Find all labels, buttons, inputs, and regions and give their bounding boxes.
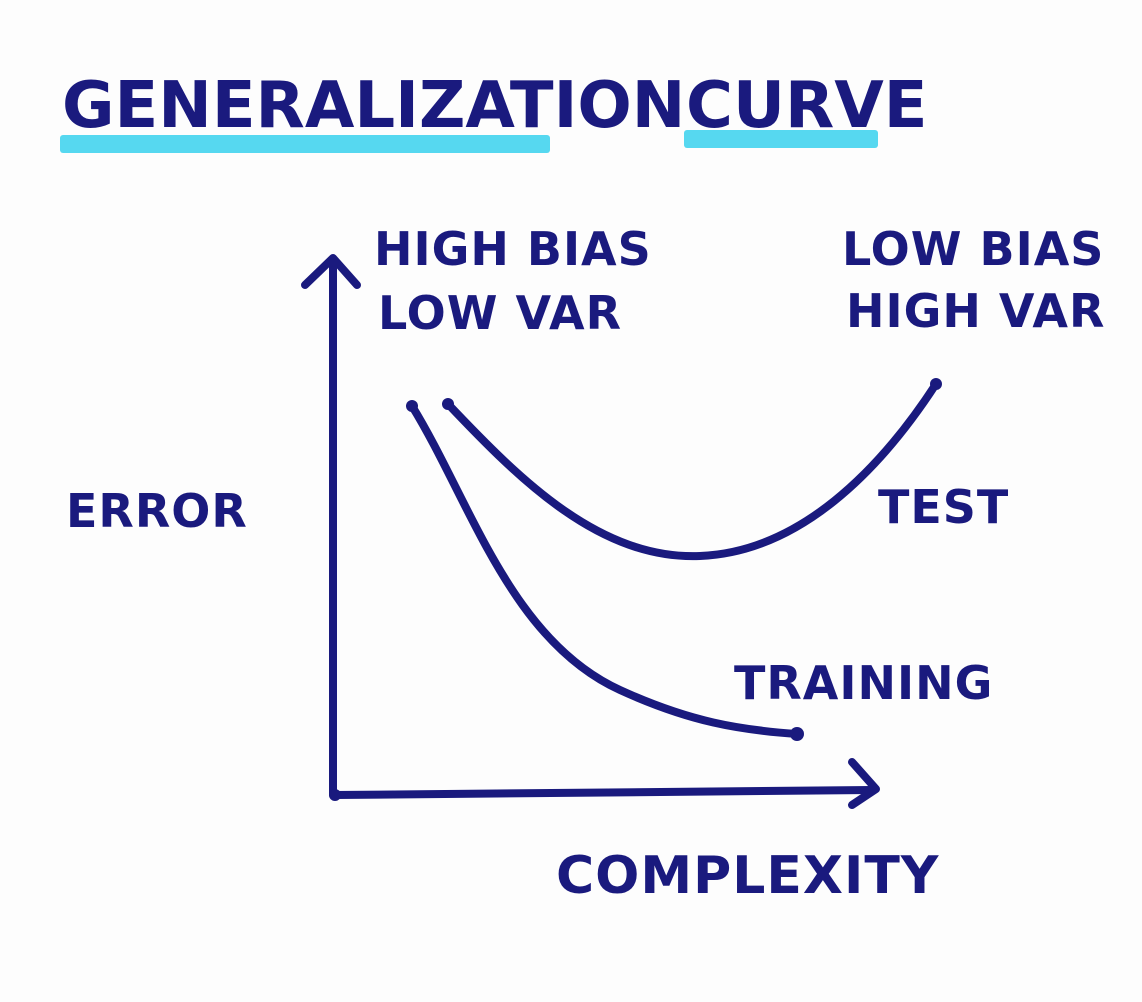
y-axis-arrowhead xyxy=(301,254,361,289)
training-curve-end-dot xyxy=(790,727,804,741)
test-curve xyxy=(444,380,940,561)
annotation-low-var: LOW VAR xyxy=(378,286,623,340)
title-generalization: GENERALIZATION xyxy=(62,69,686,143)
test-curve-label: TEST xyxy=(878,480,1010,534)
title-curve: CURVE xyxy=(686,69,928,143)
title-highlight-generalization xyxy=(60,135,550,153)
title-highlight-curve xyxy=(684,130,878,148)
training-curve xyxy=(408,402,801,738)
x-axis-line xyxy=(332,786,876,799)
annotation-high-var: HIGH VAR xyxy=(846,284,1106,338)
annotation-high-bias: HIGH BIAS xyxy=(374,222,652,276)
x-axis-arrowhead xyxy=(848,758,880,809)
origin-dot xyxy=(329,789,341,801)
x-axis-label: COMPLEXITY xyxy=(556,846,940,906)
test-curve-end-dot xyxy=(930,378,942,390)
training-curve-label: TRAINING xyxy=(734,656,994,710)
test-curve-start-dot xyxy=(442,398,454,410)
y-axis-label: ERROR xyxy=(66,484,248,538)
training-curve-start-dot xyxy=(406,400,418,412)
annotation-low-bias: LOW BIAS xyxy=(842,222,1105,276)
